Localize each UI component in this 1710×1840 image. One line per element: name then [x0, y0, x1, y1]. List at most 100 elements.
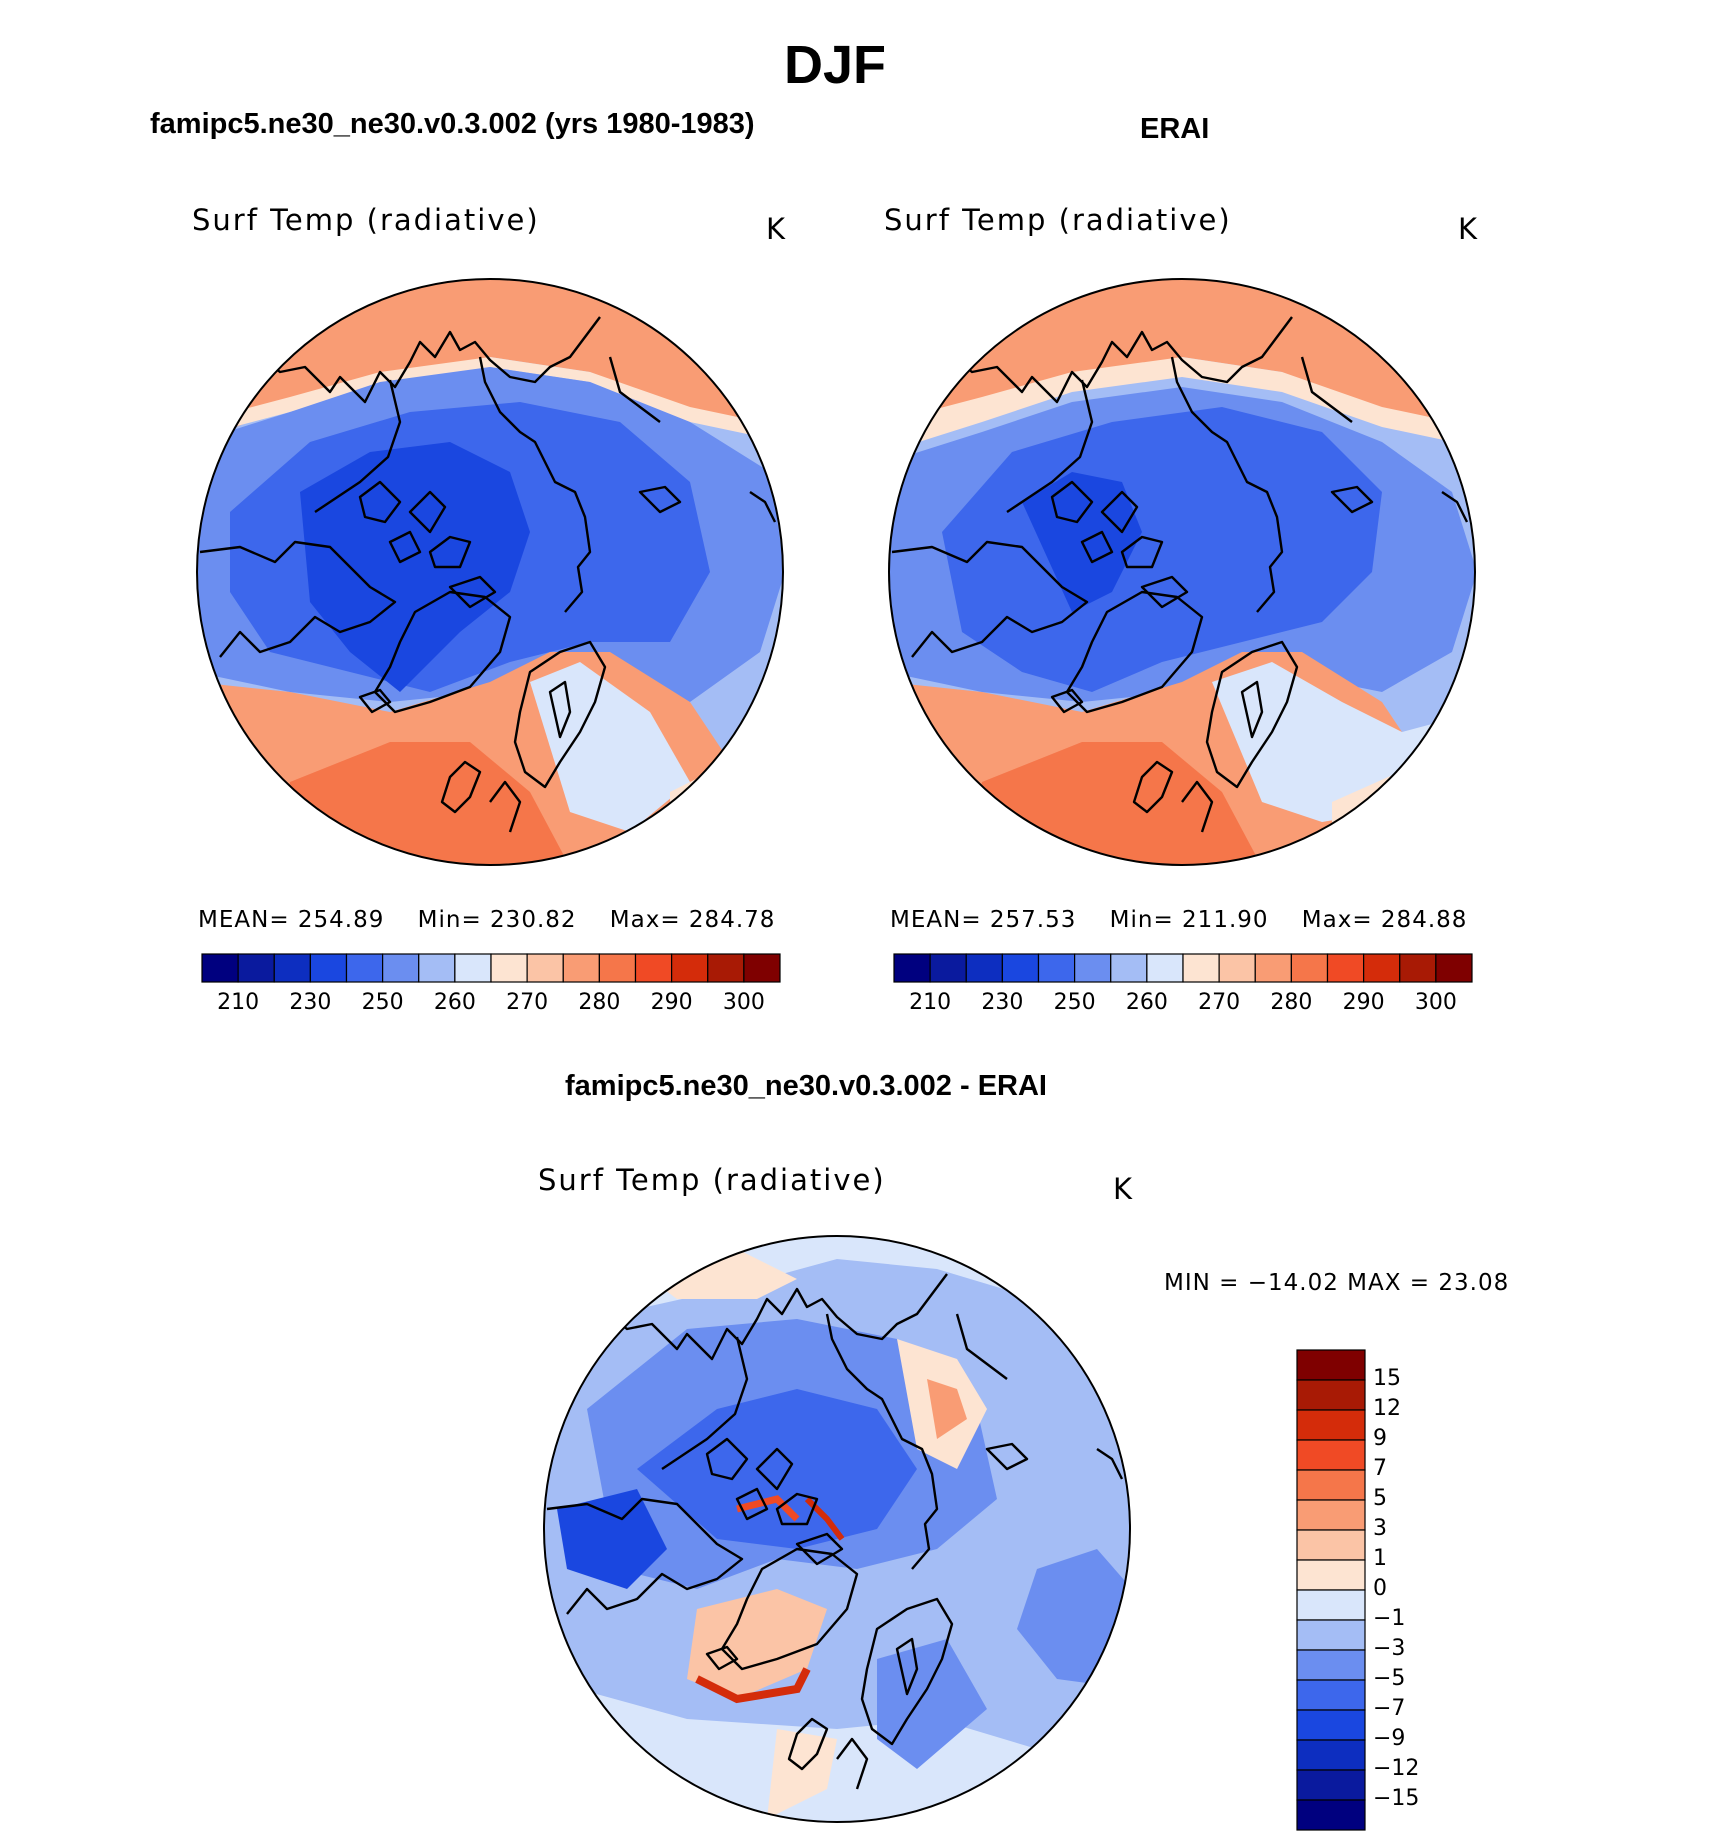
colorbar-swatch [1326, 953, 1365, 983]
colorbar-swatch [418, 953, 456, 983]
colorbar-tick-label: 270 [506, 990, 549, 1015]
colorbar-swatch [965, 953, 1003, 983]
colorbar-tick-label: 1 [1373, 1546, 1387, 1571]
colorbar-tick-label: −3 [1373, 1636, 1406, 1661]
colorbar-swatch [1296, 1499, 1366, 1531]
colorbar-swatch [1296, 1349, 1366, 1381]
colorbar-tick-label: 15 [1373, 1366, 1401, 1391]
stats-min-value: 230.82 [490, 907, 577, 933]
stats-max-label: Max= [609, 907, 681, 933]
stats-max-value: 284.88 [1380, 907, 1468, 933]
colorbar-obs [893, 953, 1473, 983]
colorbar-tick-label: 260 [1125, 990, 1168, 1015]
colorbar-swatch [273, 953, 311, 983]
colorbar-swatch [237, 953, 275, 983]
colorbar-swatch [1296, 1589, 1366, 1621]
colorbar-swatch [598, 953, 637, 983]
stats-max-value: 284.78 [688, 907, 776, 933]
colorbar-tick-label: 7 [1373, 1456, 1387, 1481]
stats-mean-label: MEAN= [198, 907, 290, 933]
colorbar-tick-label: 300 [722, 990, 765, 1015]
colorbar-swatch [1001, 953, 1040, 983]
stats-max-label: Max= [1301, 907, 1373, 933]
colorbar-swatch [201, 953, 239, 983]
stats-min-label: Min= [1109, 907, 1174, 933]
colorbar-tick-label: −1 [1373, 1606, 1406, 1631]
stats-obs: MEAN= 257.53 Min= 211.90 Max= 284.88 [890, 907, 1467, 933]
colorbar-swatch [1399, 953, 1437, 983]
colorbar-tick-label: −12 [1373, 1756, 1420, 1781]
panel-title-model: famipc5.ne30_ne30.v0.3.002 (yrs 1980-198… [150, 108, 755, 140]
colorbar-tick-label: 250 [1053, 990, 1096, 1015]
colorbar-tick-label: 290 [650, 990, 693, 1015]
colorbar-swatch [743, 953, 781, 983]
colorbar-swatch [1218, 953, 1256, 983]
colorbar-swatch [893, 953, 931, 983]
stats-model: MEAN= 254.89 Min= 230.82 Max= 284.78 [198, 907, 775, 933]
colorbar-swatch [671, 953, 709, 983]
colorbar-swatch [1296, 1739, 1366, 1771]
colorbar-tick-label: −9 [1373, 1726, 1406, 1751]
map-border-diff [543, 1235, 1131, 1823]
colorbar-swatch [1182, 953, 1220, 983]
units-label-obs: K [1458, 212, 1478, 246]
colorbar-diff [1296, 1349, 1366, 1831]
stats-min-value: 211.90 [1182, 907, 1269, 933]
colorbar-swatch [1296, 1679, 1366, 1711]
colorbar-tick-label: −15 [1373, 1786, 1420, 1811]
colorbar-tick-label: 0 [1373, 1576, 1387, 1601]
colorbar-swatch [382, 953, 420, 983]
colorbar-swatch [1435, 953, 1473, 983]
colorbar-swatch [309, 953, 348, 983]
colorbar-swatch [1254, 953, 1292, 983]
colorbar-swatch [1110, 953, 1148, 983]
variable-label-diff: Surf Temp (radiative) [538, 1163, 886, 1197]
colorbar-swatch [634, 953, 673, 983]
colorbar-tick-label: 5 [1373, 1486, 1387, 1511]
colorbar-swatch [1296, 1709, 1366, 1741]
map-model [197, 279, 783, 865]
stats-mean-value: 254.89 [297, 907, 385, 933]
colorbar-swatch [562, 953, 600, 983]
colorbar-swatch [1074, 953, 1112, 983]
variable-label-obs: Surf Temp (radiative) [884, 203, 1232, 237]
colorbar-tick-label: 3 [1373, 1516, 1387, 1541]
panel-title-obs: ERAI [1140, 113, 1210, 145]
colorbar-model [201, 953, 781, 983]
colorbar-tick-label: 300 [1414, 990, 1457, 1015]
colorbar-tick-label: 280 [1270, 990, 1313, 1015]
colorbar-tick-label: −7 [1373, 1696, 1406, 1721]
colorbar-swatch [1296, 1649, 1366, 1681]
figure-title: DJF [783, 35, 886, 95]
colorbar-tick-label: 290 [1342, 990, 1385, 1015]
colorbar-tick-label: 280 [578, 990, 621, 1015]
colorbar-swatch [1296, 1619, 1366, 1651]
colorbar-tick-label: 260 [433, 990, 476, 1015]
colorbar-swatch [454, 953, 492, 983]
colorbar-tick-label: 9 [1373, 1426, 1387, 1451]
colorbar-tick-label: 230 [289, 990, 332, 1015]
map-border-model [196, 278, 784, 866]
colorbar-tick-label: 12 [1373, 1396, 1401, 1421]
colorbar-swatch [1296, 1559, 1366, 1591]
units-label-diff: K [1113, 1172, 1133, 1206]
units-label-model: K [766, 212, 786, 246]
colorbar-swatch [1037, 953, 1076, 983]
colorbar-swatch [345, 953, 384, 983]
colorbar-swatch [1290, 953, 1329, 983]
colorbar-tick-label: 210 [217, 990, 260, 1015]
stats-min-label: Min= [417, 907, 482, 933]
colorbar-tick-label: 210 [909, 990, 952, 1015]
colorbar-swatch [490, 953, 528, 983]
colorbar-swatch [526, 953, 564, 983]
colorbar-swatch [929, 953, 967, 983]
colorbar-swatch [1296, 1469, 1366, 1501]
stats-mean-value: 257.53 [989, 907, 1077, 933]
panel-title-diff: famipc5.ne30_ne30.v0.3.002 - ERAI [565, 1070, 1047, 1102]
map-border-obs [888, 278, 1476, 866]
colorbar-swatch [1296, 1799, 1366, 1831]
stats-diff: MIN = −14.02 MAX = 23.08 [1164, 1270, 1510, 1296]
colorbar-tick-label: 250 [361, 990, 404, 1015]
colorbar-swatch [707, 953, 745, 983]
